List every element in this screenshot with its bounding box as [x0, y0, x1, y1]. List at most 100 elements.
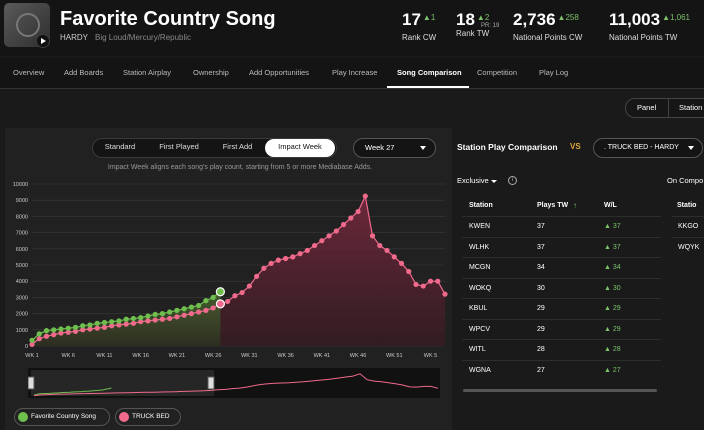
series-truck-bed-point[interactable] [101, 324, 108, 330]
series-truck-bed-point[interactable] [362, 193, 368, 199]
series-favorite-country-song-point[interactable] [210, 294, 216, 300]
series-truck-bed-point[interactable] [80, 327, 86, 333]
station-view-button[interactable]: Station [679, 103, 703, 112]
table-horizontal-scrollbar[interactable] [463, 389, 657, 392]
series-favorite-country-song-point[interactable] [167, 309, 173, 315]
series-favorite-country-song-point[interactable] [94, 320, 100, 326]
tab-overview[interactable]: Overview [13, 68, 45, 77]
sort-ascending-icon[interactable]: ↑ [573, 201, 577, 210]
series-favorite-country-song-point[interactable] [123, 316, 129, 322]
tab-add-boards[interactable]: Add Boards [64, 68, 104, 77]
info-icon[interactable]: i [508, 176, 517, 185]
chart-range-navigator[interactable] [28, 368, 440, 398]
series-truck-bed-point[interactable] [442, 291, 448, 297]
week-select[interactable]: Week 27 [353, 138, 436, 158]
series-favorite-country-song-point[interactable] [109, 319, 115, 325]
series-truck-bed-point[interactable] [181, 312, 187, 318]
series-truck-bed-point[interactable] [65, 329, 71, 335]
series-truck-bed-point[interactable] [58, 330, 64, 336]
table-row[interactable]: MCGN 34 ▲ 34 [462, 257, 661, 278]
series-truck-bed-point[interactable] [239, 289, 245, 296]
series-favorite-country-song-point[interactable] [130, 315, 137, 322]
tab-ownership[interactable]: Ownership [193, 68, 229, 77]
panel-view-button[interactable]: Panel [637, 103, 657, 112]
table-row[interactable]: KKGO [672, 216, 704, 237]
series-truck-bed-point[interactable] [282, 255, 289, 262]
table-row[interactable]: KWEN 37 ▲ 37 [462, 216, 661, 237]
table-row[interactable]: WOKQ 30 ▲ 30 [462, 277, 661, 299]
series-favorite-country-song-point[interactable] [174, 307, 180, 313]
series-truck-bed-point[interactable] [435, 278, 441, 284]
series-truck-bed-point[interactable] [384, 247, 390, 254]
play-icon[interactable] [36, 34, 50, 48]
series-favorite-country-song-point[interactable] [138, 315, 144, 321]
series-favorite-country-song-point[interactable] [196, 302, 202, 309]
series-truck-bed-point[interactable] [225, 298, 231, 305]
mode-first-played-button[interactable]: First Played [159, 142, 199, 151]
series-truck-bed-point[interactable] [145, 318, 151, 324]
legend-item-truck-bed[interactable]: TRUCK BED [115, 408, 181, 426]
tab-play-increase[interactable]: Play Increase [332, 68, 378, 77]
series-truck-bed-point[interactable] [319, 238, 325, 244]
series-truck-bed-point[interactable] [210, 305, 216, 311]
series-favorite-country-song-point[interactable] [65, 325, 71, 331]
series-truck-bed-point[interactable] [167, 315, 173, 322]
mode-standard-button[interactable]: Standard [104, 142, 136, 151]
series-truck-bed-point[interactable] [246, 283, 252, 289]
table-row[interactable]: WGNA 27 ▲ 27 [462, 359, 661, 381]
series-truck-bed-point[interactable] [130, 320, 137, 326]
series-truck-bed-point[interactable] [326, 233, 332, 239]
series-truck-bed-point[interactable] [377, 242, 383, 249]
tab-competition[interactable]: Competition [477, 68, 518, 77]
column-header-plays-tw[interactable]: Plays TW [537, 202, 569, 209]
navigator-right-handle[interactable] [207, 376, 215, 390]
tab-play-log[interactable]: Play Log [539, 68, 569, 77]
series-truck-bed-point[interactable] [297, 251, 303, 257]
series-truck-bed-point[interactable] [355, 208, 361, 215]
series-truck-bed-point[interactable] [123, 321, 129, 327]
series-favorite-country-song-point[interactable] [188, 304, 195, 310]
series-favorite-country-song-point[interactable] [36, 331, 42, 337]
series-truck-bed-point[interactable] [290, 254, 296, 260]
series-truck-bed-point[interactable] [87, 326, 93, 332]
navigator-selection[interactable] [31, 370, 214, 396]
series-favorite-country-song-point[interactable] [215, 287, 225, 297]
series-truck-bed-point[interactable] [203, 307, 209, 313]
series-favorite-country-song-point[interactable] [58, 326, 64, 332]
legend-item-favorite-country-song[interactable]: Favorite Country Song [14, 408, 110, 426]
series-truck-bed-point[interactable] [72, 328, 79, 335]
series-truck-bed-point[interactable] [369, 233, 376, 239]
series-truck-bed-point[interactable] [311, 242, 318, 249]
series-truck-bed-point[interactable] [304, 247, 310, 254]
series-truck-bed-point[interactable] [196, 309, 202, 315]
series-truck-bed-point[interactable] [391, 254, 397, 260]
tab-song-comparison[interactable]: Song Comparison [397, 68, 462, 77]
series-favorite-country-song-point[interactable] [101, 319, 108, 326]
series-favorite-country-song-point[interactable] [145, 313, 151, 319]
column-header-station-2[interactable]: Statio [677, 202, 697, 209]
series-truck-bed-point[interactable] [232, 293, 238, 299]
series-truck-bed-point[interactable] [254, 273, 260, 279]
series-truck-bed-point[interactable] [348, 215, 354, 221]
exclusive-filter[interactable]: Exclusive [457, 176, 497, 185]
series-truck-bed-point[interactable] [174, 314, 180, 320]
series-favorite-country-song-point[interactable] [72, 324, 79, 330]
series-truck-bed-point[interactable] [159, 316, 166, 322]
series-truck-bed-point[interactable] [188, 311, 195, 317]
series-truck-bed-point[interactable] [420, 283, 426, 289]
series-truck-bed-point[interactable] [427, 278, 434, 284]
series-truck-bed-point[interactable] [51, 332, 57, 338]
series-truck-bed-point[interactable] [275, 257, 281, 263]
series-favorite-country-song-point[interactable] [152, 311, 158, 318]
series-truck-bed-point[interactable] [43, 333, 50, 339]
series-truck-bed-point[interactable] [398, 260, 405, 266]
series-favorite-country-song-point[interactable] [51, 327, 57, 333]
series-truck-bed-point[interactable] [116, 322, 122, 328]
series-favorite-country-song-point[interactable] [181, 306, 187, 312]
series-favorite-country-song-point[interactable] [159, 311, 166, 317]
table-row[interactable]: WPCV 29 ▲ 29 [462, 318, 661, 340]
column-header-station[interactable]: Station [469, 202, 493, 209]
table-row[interactable]: WITL 28 ▲ 28 [462, 339, 661, 360]
series-truck-bed-point[interactable] [413, 281, 419, 288]
series-truck-bed-point[interactable] [109, 323, 115, 329]
